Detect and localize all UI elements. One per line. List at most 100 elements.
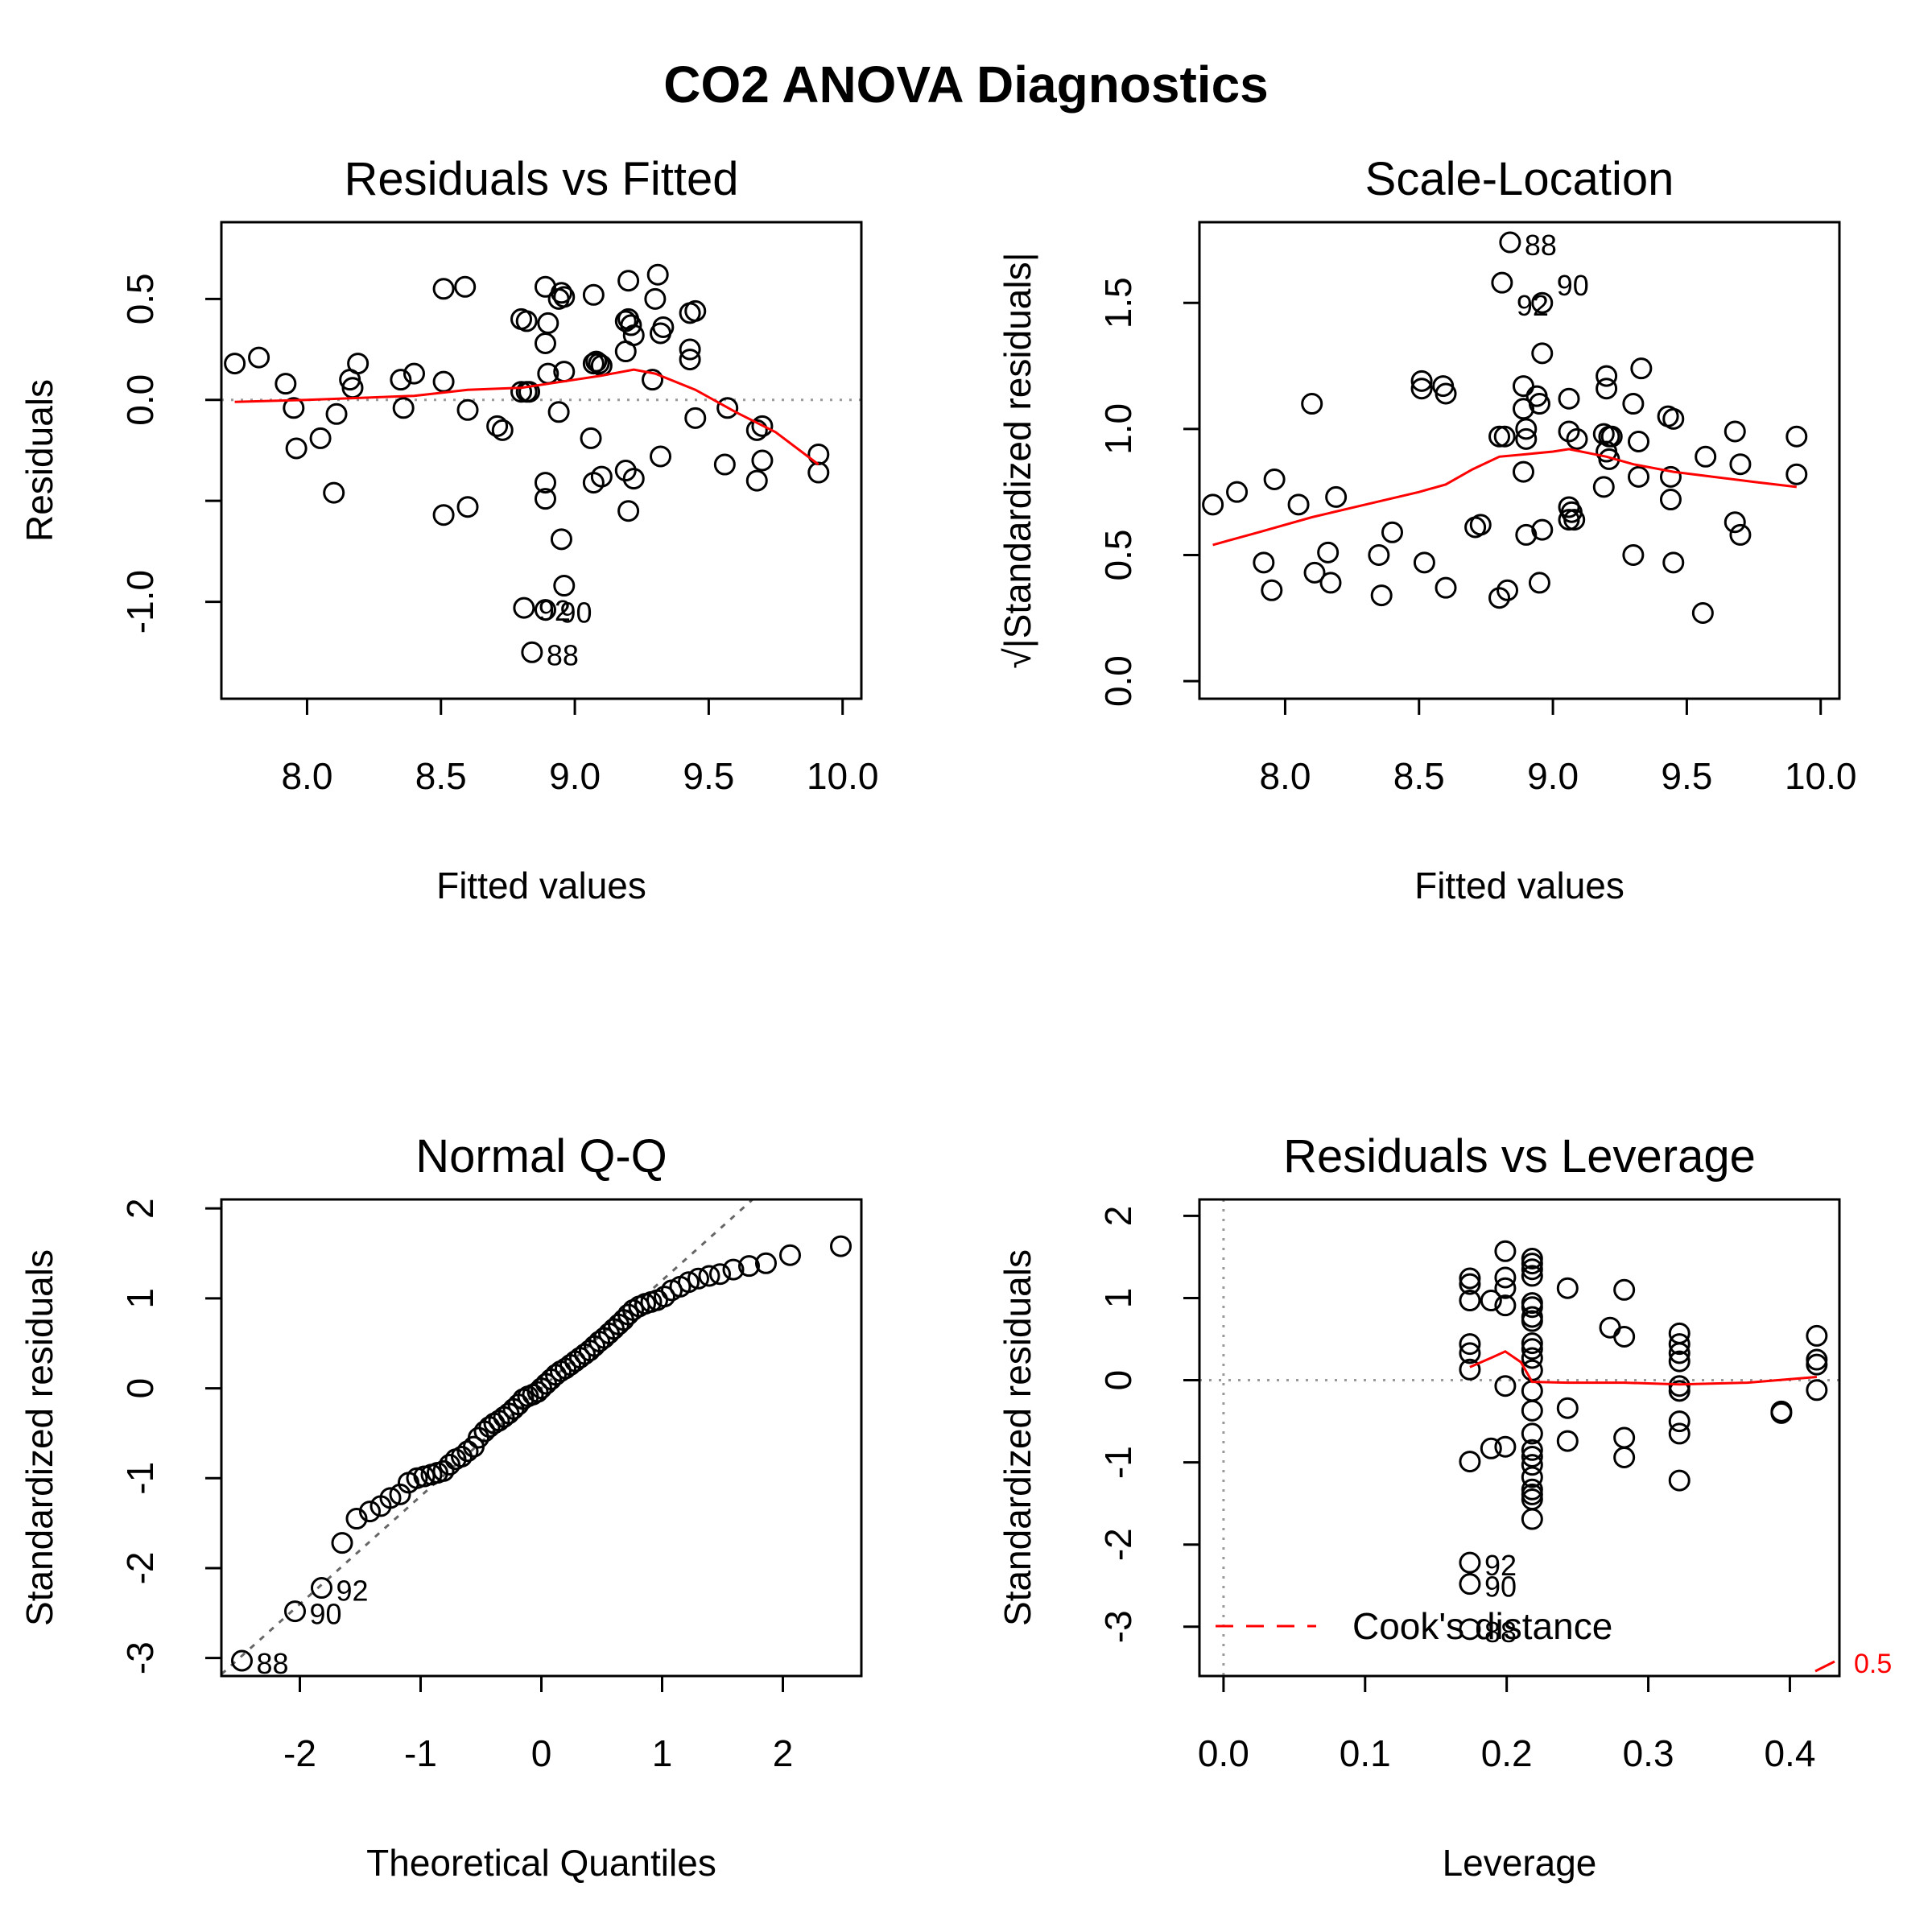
- data-point: [390, 369, 412, 391]
- data-point: [1459, 1290, 1481, 1312]
- outlier-label: 90: [310, 1598, 342, 1631]
- panel-title: Residuals vs Fitted: [345, 153, 739, 205]
- data-point: [518, 381, 541, 403]
- data-point: [716, 397, 739, 419]
- x-axis: 8.0 8.5 9.0 9.5 10.0: [281, 697, 878, 797]
- x-tick-label: 8.5: [415, 755, 467, 797]
- outlier-label: 92: [1517, 289, 1549, 322]
- x-tick-label: 0.2: [1481, 1732, 1533, 1774]
- data-point: [1521, 1296, 1543, 1319]
- data-point: [275, 373, 297, 395]
- x-tick-label: 0.0: [1198, 1732, 1249, 1774]
- x-tick-label: 9.5: [683, 755, 734, 797]
- data-point: [745, 419, 768, 441]
- data-point: [231, 1649, 253, 1672]
- data-point: [1668, 1350, 1690, 1373]
- data-point: [1668, 1380, 1690, 1402]
- data-point: [1488, 587, 1511, 609]
- data-point: [1531, 518, 1554, 541]
- y-tick-label: 0: [119, 1378, 161, 1399]
- data-point: [709, 1263, 731, 1286]
- data-point: [1668, 1422, 1690, 1445]
- data-point: [1668, 1469, 1690, 1492]
- x-axis: -2 -1 0 1 2: [283, 1674, 794, 1774]
- data-point: [687, 1267, 709, 1290]
- data-point: [550, 528, 572, 551]
- data-point: [1515, 427, 1538, 450]
- data-point: [1410, 378, 1433, 400]
- x-tick-label: 9.0: [1527, 755, 1579, 797]
- y-tick-label: 2: [1097, 1206, 1139, 1227]
- data-point: [646, 263, 669, 286]
- data-point: [1480, 1290, 1502, 1312]
- data-point: [224, 353, 246, 375]
- y-axis: -3 -2 -1 0 1 2: [1097, 1206, 1201, 1643]
- data-point: [432, 278, 455, 300]
- x-tick-label: 8.0: [281, 755, 332, 797]
- data-point: [1494, 1277, 1517, 1299]
- outlier-label: 88: [1484, 1616, 1517, 1649]
- data-point: [553, 286, 576, 308]
- data-point: [1469, 514, 1492, 536]
- data-point: [1459, 1618, 1481, 1641]
- y-tick-label: 1.5: [1097, 277, 1139, 328]
- data-point: [454, 275, 477, 298]
- data-point: [620, 314, 642, 336]
- x-tick-label: 0.1: [1340, 1732, 1391, 1774]
- data-point: [1691, 602, 1714, 625]
- data-point: [1515, 418, 1538, 440]
- y-tick-label: 1: [1097, 1288, 1139, 1309]
- data-point: [456, 496, 479, 518]
- data-point: [402, 362, 425, 385]
- data-point: [582, 353, 605, 375]
- data-point: [432, 504, 455, 526]
- x-tick-label: -1: [404, 1732, 437, 1774]
- data-point: [1287, 493, 1310, 516]
- data-point: [1521, 1338, 1543, 1360]
- y-axis-title: Standardized residuals: [997, 1249, 1038, 1626]
- data-point: [323, 481, 345, 504]
- data-point: [1599, 1316, 1621, 1339]
- outlier-label: 88: [547, 638, 579, 671]
- x-axis-title: Leverage: [1443, 1842, 1597, 1884]
- data-point: [617, 270, 640, 292]
- data-point: [1556, 1277, 1579, 1299]
- data-point: [1630, 357, 1653, 380]
- data-point: [1596, 378, 1618, 400]
- data-point: [654, 1286, 675, 1308]
- y-axis: 0.0 0.5 1.0 1.5: [1097, 277, 1201, 707]
- panel-title: Scale-Location: [1365, 153, 1674, 205]
- data-point: [1556, 1430, 1579, 1452]
- data-point: [1515, 523, 1538, 546]
- data-point: [745, 469, 768, 492]
- data-point: [1556, 1397, 1579, 1419]
- data-point: [1596, 365, 1618, 387]
- data-point: [284, 1600, 306, 1623]
- data-point: [1301, 393, 1323, 415]
- outlier-label: 92: [1484, 1549, 1517, 1582]
- data-point: [1668, 1342, 1690, 1364]
- data-point: [534, 488, 556, 510]
- data-point: [642, 369, 664, 391]
- data-point: [1521, 1439, 1543, 1461]
- data-point: [1226, 481, 1249, 503]
- data-point: [1303, 561, 1326, 584]
- data-point: [1600, 425, 1623, 448]
- data-point: [550, 282, 572, 304]
- panel-1: 8.0 8.5 9.0 9.5 10.0 Fitted values -1.0 0.0 0.5 R…: [19, 153, 878, 906]
- y-tick-label: -1: [1097, 1446, 1139, 1479]
- data-point: [1459, 1451, 1481, 1473]
- data-point: [1724, 511, 1746, 534]
- x-tick-label: 10.0: [1785, 755, 1857, 797]
- data-point: [1261, 579, 1283, 601]
- data-point: [1381, 521, 1403, 543]
- x-tick-label: 2: [773, 1732, 794, 1774]
- y-axis: -1.0 0.0 0.5: [119, 273, 223, 634]
- data-point: [1662, 407, 1685, 430]
- data-point: [1493, 425, 1516, 448]
- data-point: [622, 468, 645, 490]
- data-point: [513, 597, 535, 619]
- data-point: [1785, 425, 1808, 448]
- data-point: [1494, 1294, 1517, 1317]
